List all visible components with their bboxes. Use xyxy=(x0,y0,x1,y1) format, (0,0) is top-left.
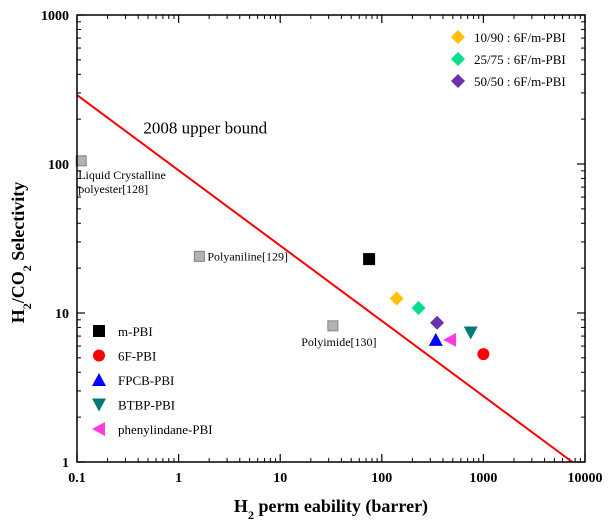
legend-marker-btbp-pbi xyxy=(92,398,106,412)
legend-label-50-50-6f-m-pbi: 50/50 : 6F/m-PBI xyxy=(474,74,566,89)
legend-label-6f-pbi: 6F-PBI xyxy=(118,349,156,364)
data-point-btbp-pbi xyxy=(463,326,478,340)
data-point-phenylindane-pbi xyxy=(443,332,457,347)
upper-bound-label: 2008 upper bound xyxy=(143,119,267,138)
x-tick-label: 1000 xyxy=(469,471,497,486)
reference-label-polyaniline-129: Polyaniline[129] xyxy=(207,249,288,263)
y-axis-title: H2/CO2 Selectivity xyxy=(8,182,34,324)
x-tick-label: 10 xyxy=(273,471,287,486)
x-tick-label: 1 xyxy=(175,471,182,486)
legend: m-PBI 6F-PBI FPCB-PBI BTBP-PBI phenylindane-… xyxy=(92,30,566,437)
x-tick-label: 100 xyxy=(371,471,392,486)
reference-label-liquid-crystalline-polyester-128: polyester[128] xyxy=(78,182,148,196)
legend-marker-50-50-6f-m-pbi xyxy=(451,74,465,88)
reference-point-liquid-crystalline-polyester-128 xyxy=(75,155,87,167)
data-point-25-75-6f-m-pbi xyxy=(411,301,426,316)
legend-marker-phenylindane-pbi xyxy=(92,422,105,436)
legend-marker-25-75-6f-m-pbi xyxy=(451,52,465,66)
data-point-m-pbi xyxy=(363,253,376,266)
reference-label-polyimide-130: Polyimide[130] xyxy=(301,335,376,349)
legend-marker-m-pbi xyxy=(93,325,105,337)
legend-label-10-90-6f-m-pbi: 10/90 : 6F/m-PBI xyxy=(474,30,566,45)
legend-label-fpcb-pbi: FPCB-PBI xyxy=(118,373,174,388)
legend-label-phenylindane-pbi: phenylindane-PBI xyxy=(118,422,213,437)
y-tick-label: 1000 xyxy=(41,9,69,24)
x-axis-title: H2 perm eability (barrer) xyxy=(234,496,428,520)
data-point-fpcb-pbi xyxy=(428,332,443,346)
data-point-50-50-6f-m-pbi xyxy=(430,315,445,330)
upper-bound-line xyxy=(76,94,573,463)
y-tick-label: 1 xyxy=(62,456,69,471)
data-point-6f-pbi xyxy=(477,348,490,361)
x-tick-label: 10000 xyxy=(568,471,603,486)
y-tick-label: 100 xyxy=(48,158,69,173)
legend-label-25-75-6f-m-pbi: 25/75 : 6F/m-PBI xyxy=(474,52,566,67)
reference-label-liquid-crystalline-polyester-128: Liquid Crystalline xyxy=(78,168,166,182)
x-tick-label: 0.1 xyxy=(68,471,86,486)
data-point-10-90-6f-m-pbi xyxy=(389,291,404,306)
y-tick-label: 10 xyxy=(55,307,69,322)
data-points-layer xyxy=(363,253,490,361)
reference-point-polyaniline-129 xyxy=(193,250,205,262)
legend-marker-6f-pbi xyxy=(93,349,105,362)
legend-marker-fpcb-pbi xyxy=(92,373,106,386)
reference-point-polyimide-130 xyxy=(327,320,339,332)
plot-frame xyxy=(76,14,586,463)
legend-label-btbp-pbi: BTBP-PBI xyxy=(118,398,175,413)
upper-bound-layer: 2008 upper bound xyxy=(76,94,573,463)
legend-label-m-pbi: m-PBI xyxy=(118,324,153,339)
legend-marker-10-90-6f-m-pbi xyxy=(451,30,465,44)
